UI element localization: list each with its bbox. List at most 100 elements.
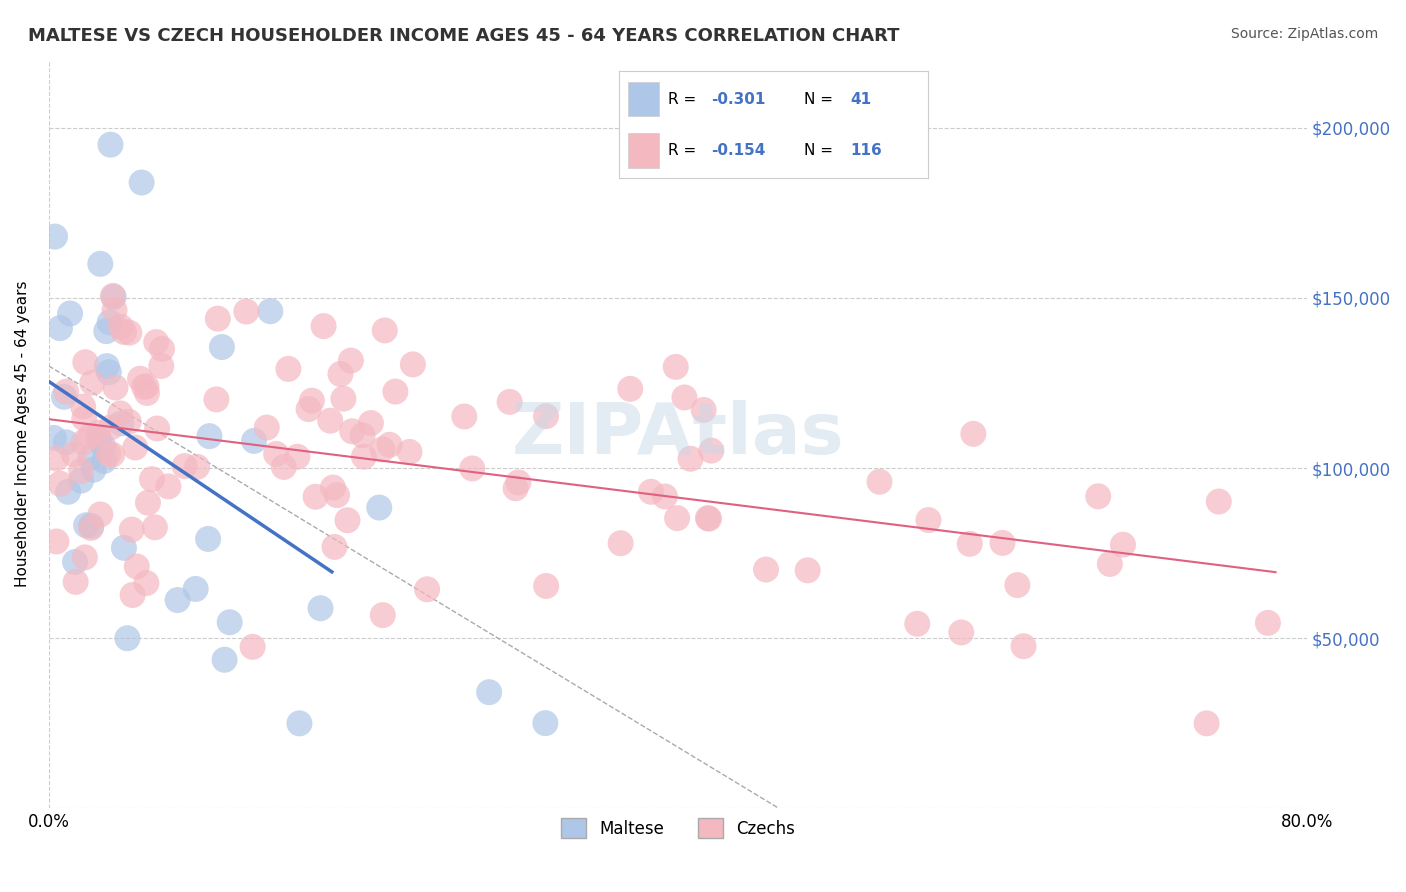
Point <box>332 392 354 406</box>
Point <box>218 615 240 630</box>
Point <box>63 555 86 569</box>
Point <box>49 321 72 335</box>
Point <box>135 379 157 393</box>
Point <box>79 450 101 465</box>
Point <box>70 464 93 478</box>
Point <box>1087 489 1109 503</box>
Point <box>83 463 105 477</box>
Point <box>73 411 96 425</box>
Point <box>145 334 167 349</box>
Point <box>214 653 236 667</box>
Point <box>100 137 122 152</box>
Point <box>654 490 676 504</box>
Point <box>352 428 374 442</box>
Point <box>166 593 188 607</box>
Point <box>93 454 115 468</box>
Point <box>141 472 163 486</box>
Point <box>56 484 79 499</box>
Point <box>42 431 65 445</box>
Point <box>1098 557 1121 571</box>
Point <box>1208 494 1230 508</box>
Point <box>44 229 66 244</box>
Text: ZIPAtlas: ZIPAtlas <box>512 400 844 468</box>
Point <box>103 303 125 318</box>
Legend: Maltese, Czechs: Maltese, Czechs <box>554 812 801 845</box>
Point <box>80 519 103 533</box>
Point <box>101 289 124 303</box>
Point <box>97 365 120 379</box>
Point <box>353 450 375 464</box>
Point <box>129 372 152 386</box>
Text: 41: 41 <box>851 92 872 107</box>
Text: MALTESE VS CZECH HOUSEHOLDER INCOME AGES 45 - 64 YEARS CORRELATION CHART: MALTESE VS CZECH HOUSEHOLDER INCOME AGES… <box>28 27 900 45</box>
Point <box>207 311 229 326</box>
Point <box>304 490 326 504</box>
Point <box>75 355 97 369</box>
Point <box>368 500 391 515</box>
Point <box>256 420 278 434</box>
Point <box>962 426 984 441</box>
Point <box>53 390 76 404</box>
Point <box>384 384 406 399</box>
Point <box>125 559 148 574</box>
Point <box>534 716 557 731</box>
Point <box>917 513 939 527</box>
Point <box>112 325 135 339</box>
Point <box>264 447 287 461</box>
Point <box>508 475 530 490</box>
Point <box>402 358 425 372</box>
Point <box>534 579 557 593</box>
Point <box>132 380 155 394</box>
Point <box>150 342 173 356</box>
Point <box>398 445 420 459</box>
Point <box>124 441 146 455</box>
Point <box>136 496 159 510</box>
Point <box>959 537 981 551</box>
Point <box>80 521 103 535</box>
Point <box>534 409 557 424</box>
Point <box>336 513 359 527</box>
Point <box>96 324 118 338</box>
Point <box>505 481 527 495</box>
Point <box>59 306 82 320</box>
Point <box>173 459 195 474</box>
Text: -0.154: -0.154 <box>711 143 766 158</box>
Point <box>288 716 311 731</box>
Point <box>45 534 67 549</box>
Point <box>1195 716 1218 731</box>
Point <box>340 353 363 368</box>
Point <box>259 304 281 318</box>
Y-axis label: Householder Income Ages 45 - 64 years: Householder Income Ages 45 - 64 years <box>15 281 30 587</box>
Point <box>665 359 688 374</box>
Point <box>55 435 77 450</box>
Point <box>1112 538 1135 552</box>
Text: R =: R = <box>668 92 702 107</box>
Point <box>322 481 344 495</box>
Point <box>609 536 631 550</box>
Point <box>198 429 221 443</box>
Point <box>673 391 696 405</box>
Point <box>319 414 342 428</box>
Point <box>287 450 309 464</box>
Point <box>905 616 928 631</box>
Point <box>205 392 228 407</box>
Point <box>89 257 111 271</box>
Point <box>478 685 501 699</box>
Text: N =: N = <box>804 143 838 158</box>
Point <box>184 582 207 596</box>
Point <box>131 176 153 190</box>
Point <box>692 403 714 417</box>
Point <box>619 382 641 396</box>
Point <box>100 420 122 434</box>
Point <box>75 518 97 533</box>
Text: N =: N = <box>804 92 838 107</box>
Point <box>991 536 1014 550</box>
Point <box>110 406 132 420</box>
Point <box>755 562 778 576</box>
Point <box>49 476 72 491</box>
Point <box>1257 615 1279 630</box>
Point <box>87 425 110 440</box>
Point <box>135 576 157 591</box>
Point <box>697 511 720 525</box>
Point <box>696 511 718 525</box>
